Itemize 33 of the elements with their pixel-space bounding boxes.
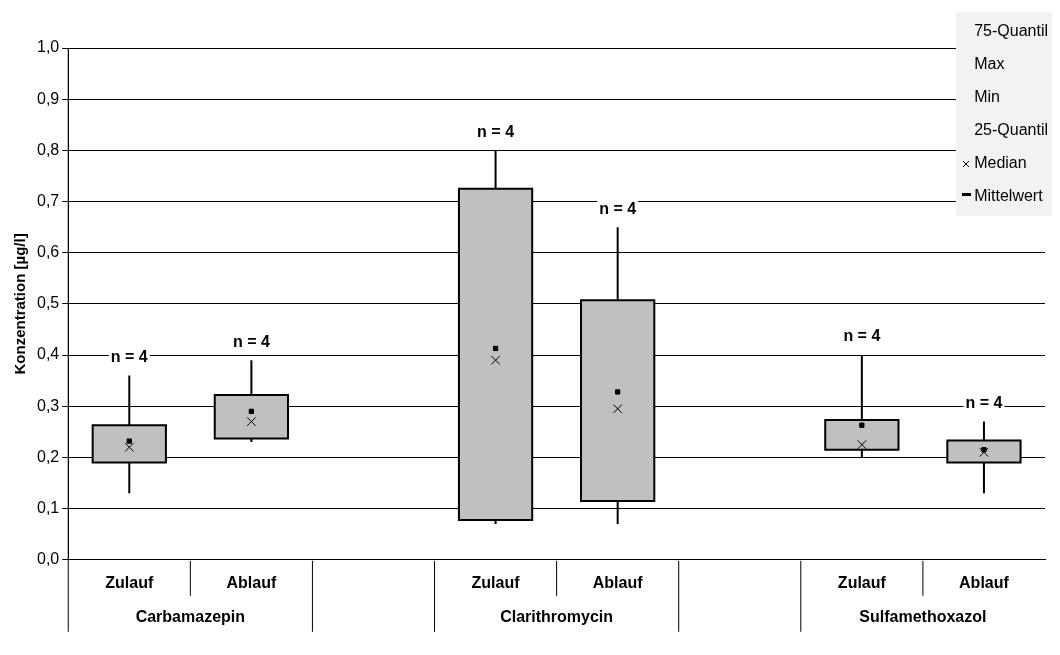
y-tick-label: 0,5 <box>36 294 60 312</box>
x-tick-label: Zulauf <box>837 573 887 591</box>
text: Clarithromycin <box>500 608 614 626</box>
annotation: Median <box>974 154 1027 171</box>
annotation: 25-Quantil <box>974 121 1048 138</box>
annotation: n = 4 <box>843 327 881 345</box>
annotation: n = 4 <box>232 332 270 350</box>
y-tick-label: 0,8 <box>36 140 60 158</box>
annotation: n = 4 <box>599 199 637 217</box>
text: 75-Quantil <box>974 22 1048 39</box>
x-tick-label: Zulauf <box>471 573 521 591</box>
y-tick-label: 0,1 <box>36 499 60 517</box>
y-tick-label: 1,0 <box>36 38 60 56</box>
y-tick-label: 0,2 <box>36 447 60 465</box>
annotation: n = 4 <box>965 394 1003 412</box>
annotation: Min <box>974 88 1000 105</box>
x-tick-label: Zulauf <box>105 573 154 591</box>
y-tick-label: 0,9 <box>36 89 60 107</box>
annotation: Mittelwert <box>974 187 1043 204</box>
x-tick-label: Ablauf <box>226 573 277 591</box>
x-tick-label: Ablauf <box>592 573 644 591</box>
y-tick-label: 0,4 <box>36 345 60 363</box>
text: Carbamazepin <box>135 608 246 626</box>
y-tick-label: 0,7 <box>36 191 60 209</box>
y-axis-title: Konzentration [µg/l] <box>11 233 29 375</box>
x-tick-label: Ablauf <box>959 573 1010 591</box>
annotation: n = 4 <box>110 347 148 365</box>
y-tick-label: 0,6 <box>36 243 60 261</box>
y-tick-label: 0,3 <box>36 396 60 414</box>
annotation: n = 4 <box>477 122 515 140</box>
annotation: Max <box>974 55 1005 72</box>
text: Sulfamethoxazol <box>859 608 987 626</box>
y-tick-label: 0,0 <box>36 550 60 568</box>
